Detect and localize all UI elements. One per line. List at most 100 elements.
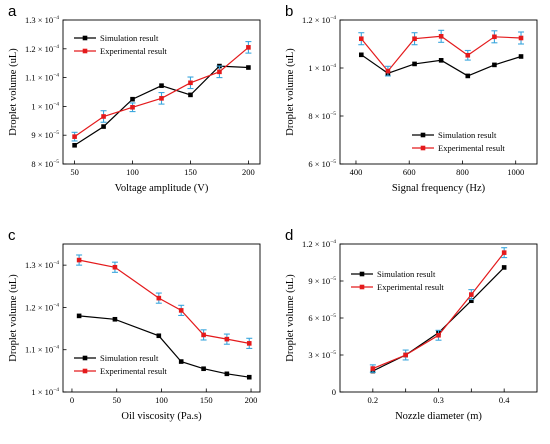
legend-label: Simulation result	[438, 130, 497, 140]
data-point	[178, 308, 184, 313]
x-axis-label: Voltage amplitude (V)	[115, 183, 209, 194]
data-point	[465, 73, 471, 79]
panel-letter: d	[285, 227, 293, 244]
data-point	[518, 35, 524, 41]
data-point	[469, 298, 474, 304]
x-tick-label: 0.2	[368, 395, 379, 405]
y-tick-label: 9 × 10−5	[308, 276, 336, 286]
data-point	[403, 352, 408, 358]
x-axis-label: Signal frequency (Hz)	[392, 183, 486, 194]
x-tick-label: 50	[112, 395, 121, 405]
x-axis-label: Oil viscosity (Pa.s)	[121, 411, 202, 422]
legend-label: Simulation result	[100, 353, 159, 363]
legend-marker	[359, 284, 365, 290]
data-point	[438, 34, 444, 39]
data-point	[518, 54, 524, 59]
data-point	[385, 68, 391, 74]
data-point	[101, 124, 106, 129]
x-tick-label: 0.4	[499, 395, 510, 405]
y-tick-label: 3 × 10−5	[308, 350, 336, 360]
y-tick-label: 1 × 10−4	[308, 63, 336, 73]
data-point	[246, 374, 252, 380]
data-point	[246, 341, 252, 346]
legend: Simulation result Experimental result	[74, 33, 167, 56]
plot-frame	[62, 19, 261, 165]
data-point	[436, 332, 441, 338]
legend-marker	[359, 271, 365, 277]
data-point	[130, 104, 135, 110]
data-point	[112, 316, 118, 322]
chart-panel-c: c 0 50 100 150 200 1 × 10−4 1.1 × 10−4 1.2 × 10−…	[8, 227, 261, 422]
data-point	[72, 134, 77, 139]
plot-frame	[339, 19, 538, 165]
data-point	[438, 58, 444, 63]
data-point	[188, 92, 193, 98]
x-axis-label: Nozzle diameter (m)	[395, 411, 482, 422]
data-point	[156, 333, 162, 339]
x-tick-label: 200	[242, 167, 255, 177]
chart-panel-d: d 0.2 0.3 0.4 0 3 × 10−5 6 × 10−5 9 × 10−5 1.2 ×…	[285, 227, 538, 422]
x-tick-label: 400	[350, 167, 363, 177]
data-point	[469, 292, 474, 297]
data-point	[358, 52, 364, 58]
legend-label: Experimental result	[377, 282, 444, 292]
legend-label: Experimental result	[438, 143, 505, 153]
y-tick-label: 8 × 10−5	[31, 159, 59, 169]
data-point	[412, 36, 417, 42]
x-tick-label: 0	[70, 395, 74, 405]
data-point	[201, 366, 206, 372]
y-axis-label: Droplet volume (uL)	[285, 274, 296, 362]
plot-frame	[339, 243, 538, 393]
legend-label: Simulation result	[377, 269, 436, 279]
data-point	[188, 80, 193, 86]
data-point	[224, 336, 230, 342]
y-tick-label: 8 × 10−5	[308, 111, 336, 121]
series-simulation	[76, 313, 252, 380]
legend-label: Experimental result	[100, 46, 167, 56]
chart-panel-b: b 400 600 800 1000 6 × 10−5 8 × 10−5 1 × 10−4 1.…	[285, 3, 538, 194]
y-tick-label: 1 × 10−4	[31, 101, 59, 111]
series-experimental	[76, 254, 253, 349]
data-point	[492, 62, 497, 68]
data-point	[76, 257, 82, 263]
y-tick-label: 9 × 10−5	[31, 130, 59, 140]
data-point	[101, 114, 106, 119]
data-point	[201, 332, 206, 338]
y-tick-label: 1.2 × 10−4	[302, 239, 336, 249]
data-point	[412, 61, 417, 67]
y-tick-label: 1.3 × 10−4	[25, 260, 59, 270]
data-point	[358, 36, 364, 42]
x-tick-label: 1000	[507, 167, 524, 177]
y-axis-label: Droplet volume (uL)	[285, 48, 296, 136]
data-point	[159, 96, 164, 101]
y-tick-label: 1 × 10−4	[31, 387, 59, 397]
series-experimental	[358, 29, 525, 77]
data-point	[76, 313, 82, 319]
x-tick-label: 800	[456, 167, 469, 177]
x-tick-label: 100	[155, 395, 168, 405]
series-line	[74, 46, 249, 138]
data-point	[370, 366, 376, 371]
legend-marker	[420, 132, 426, 138]
x-tick-label: 0.3	[433, 395, 444, 405]
data-point	[246, 45, 251, 50]
legend: Simulation result Experimental result	[412, 130, 505, 153]
x-tick-label: 200	[245, 395, 258, 405]
data-point	[465, 52, 471, 58]
legend-marker	[82, 48, 88, 54]
chart-panel-a: a 50 100 150 200 8 × 10−5 9 × 10−5 1 × 10−4 1.1 …	[8, 3, 261, 194]
data-point	[72, 142, 77, 148]
data-point	[130, 96, 135, 102]
legend-label: Experimental result	[100, 366, 167, 376]
legend-marker	[82, 355, 88, 361]
series-experimental	[71, 41, 252, 142]
y-tick-label: 1.2 × 10−4	[302, 15, 336, 25]
y-tick-label: 1.1 × 10−4	[25, 73, 59, 83]
legend-marker	[82, 35, 88, 41]
data-point	[501, 265, 507, 270]
x-tick-label: 150	[200, 395, 213, 405]
data-point	[224, 371, 230, 377]
x-tick-label: 600	[403, 167, 416, 177]
y-tick-label: 0	[332, 387, 336, 397]
